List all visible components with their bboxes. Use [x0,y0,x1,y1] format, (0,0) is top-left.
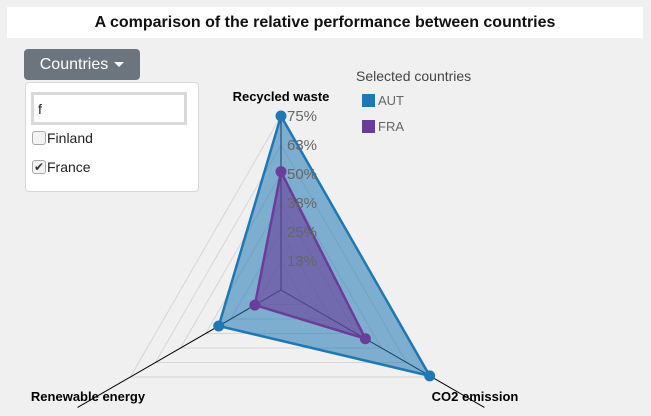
tick-label: 50% [287,166,317,183]
series-point-fra [275,166,287,178]
dropdown-label: Countries [39,55,109,73]
tick-label: 75% [287,108,317,125]
legend-swatch-aut [362,94,375,107]
axis-label: CO2 emission [432,389,519,404]
axis-label: Recycled waste [233,89,330,104]
legend-label-aut: AUT [378,93,404,108]
series-point-aut [275,110,287,122]
legend-label-fra: FRA [378,119,404,134]
caret-down-icon [114,62,125,67]
tick-label: 13% [287,253,317,270]
tick-label: 63% [287,137,317,154]
option-label: Finland [47,130,93,146]
radar-series [213,110,436,382]
series-area-aut [217,112,433,378]
option-finland[interactable]: Finland [32,130,93,146]
legend-title: Selected countries [356,68,471,84]
series-area-fra [253,167,368,341]
legend: Selected countries AUT FRA [356,68,471,134]
page-title: A comparison of the relative performance… [7,7,643,38]
option-label: France [47,159,91,175]
radar-axis-labels: Recycled waste CO2 emission Renewable ener… [31,89,518,404]
countries-dropdown-menu: Finland ✔ France [25,82,199,192]
axis-label: Renewable energy [31,389,146,404]
tick-label: 38% [287,195,317,212]
radar-ticks: 13% 25% 38% 50% 63% 75% [287,108,317,270]
tick-label: 25% [287,224,317,241]
countries-dropdown-button[interactable]: Countries [24,49,140,80]
series-point-aut [424,370,436,382]
checkbox-france[interactable]: ✔ [32,160,46,174]
series-point-aut [213,320,225,332]
option-france[interactable]: ✔ France [32,159,91,175]
series-point-fra [249,299,261,311]
legend-swatch-fra [362,120,375,133]
country-filter-input[interactable] [31,92,187,125]
checkbox-finland[interactable] [32,131,46,145]
series-point-fra [359,333,371,345]
